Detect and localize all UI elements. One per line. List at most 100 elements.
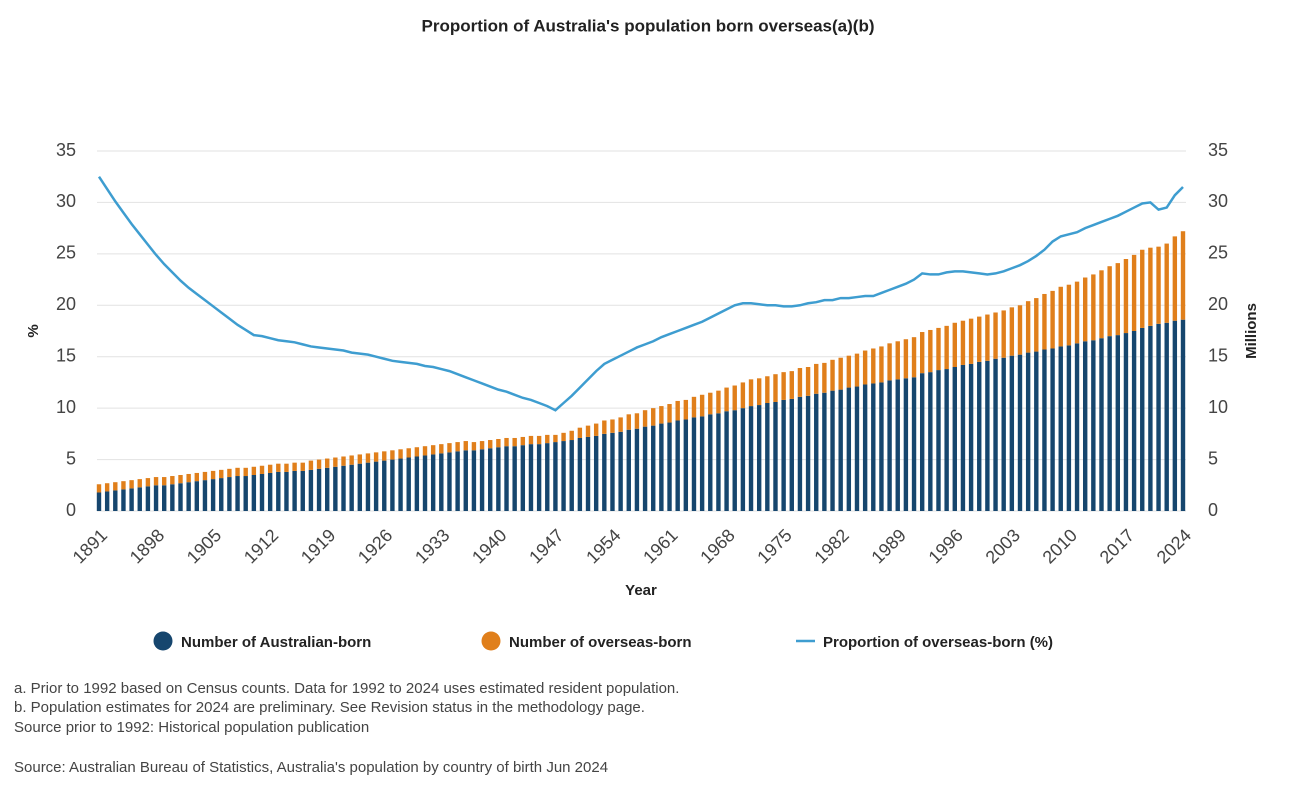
bar-segment <box>162 485 167 511</box>
x-tick-label: 1933 <box>411 525 453 567</box>
bar-segment <box>357 463 363 511</box>
bar-segment <box>406 457 411 511</box>
bar-segment <box>814 363 819 394</box>
bar-segment <box>732 410 737 511</box>
bar-segment <box>121 481 126 490</box>
bar-segment <box>1074 343 1080 511</box>
legend-swatch <box>481 631 501 651</box>
x-tick-label: 1954 <box>582 525 624 567</box>
y-axis-label: % <box>25 324 42 337</box>
bar-segment <box>919 373 925 511</box>
bar-segment <box>1164 243 1169 323</box>
bar-segment <box>1156 323 1161 511</box>
bar-segment <box>553 434 558 443</box>
bar-segment <box>642 410 648 427</box>
y2-axis-label: Millions <box>1243 303 1260 359</box>
bar-segment <box>1140 327 1145 511</box>
bar-segment <box>202 471 208 481</box>
bar-segment <box>398 449 403 459</box>
bar-segment <box>789 371 794 399</box>
bar-segment <box>349 455 354 465</box>
bar-segment <box>1082 341 1088 511</box>
bar-segment <box>1123 259 1129 334</box>
bar-segment <box>373 452 379 462</box>
bar-segment <box>985 314 990 361</box>
x-tick-label: 1975 <box>753 525 795 567</box>
bar-segment <box>789 398 794 511</box>
bar-segment <box>773 401 778 511</box>
bar-segment <box>1123 333 1129 511</box>
bar-segment <box>365 453 371 463</box>
bar-segment <box>553 442 558 511</box>
bar-segment <box>536 444 542 511</box>
bar-segment <box>259 465 265 474</box>
bar-segment <box>903 378 909 511</box>
bar-segment <box>373 461 379 511</box>
bar-segment <box>439 444 444 454</box>
bar-segment <box>463 450 468 511</box>
bar-segment <box>96 492 102 511</box>
bar-segment <box>667 404 672 423</box>
y-tick-label: 15 <box>56 345 76 365</box>
bar-segment <box>219 478 224 511</box>
bar-segment <box>561 441 566 511</box>
y-tick-label: 20 <box>56 294 76 314</box>
bar-segment <box>846 355 852 388</box>
bar-segment <box>227 468 232 478</box>
bar-segment <box>496 447 501 511</box>
bar-segment <box>1042 293 1047 350</box>
bar-segment <box>1115 263 1120 336</box>
bar-segment <box>944 325 949 370</box>
bar-segment <box>1034 351 1039 511</box>
x-tick-label: 1968 <box>696 525 738 567</box>
bar-segment <box>936 370 941 511</box>
bar-segment <box>602 433 607 511</box>
bar-segment <box>968 363 974 511</box>
bar-segment <box>911 377 917 511</box>
bar-segment <box>642 426 648 511</box>
bar-segment <box>202 480 208 511</box>
bar-segment <box>887 380 892 511</box>
bar-segment <box>993 312 998 359</box>
y2-tick-label: 10 <box>1208 397 1228 417</box>
bar-segment <box>1074 281 1080 344</box>
bar-segment <box>585 425 591 437</box>
bar-segment <box>520 436 526 446</box>
bar-segment <box>1148 247 1153 326</box>
bar-segment <box>390 450 395 460</box>
bar-segment <box>691 396 697 418</box>
bar-segment <box>846 387 852 511</box>
bar-segment <box>504 437 509 447</box>
bar-segment <box>259 473 265 511</box>
bar-segment <box>284 463 289 472</box>
bar-segment <box>365 462 371 511</box>
bar-segment <box>854 353 860 387</box>
bar-segment <box>504 446 509 511</box>
bar-segment <box>545 434 550 444</box>
bar-segment <box>194 481 200 511</box>
x-tick-label: 1989 <box>867 525 909 567</box>
bar-segment <box>528 444 534 511</box>
bar-segment <box>960 320 966 365</box>
footnote: Source prior to 1992: Historical populat… <box>14 719 369 736</box>
bar-segment <box>455 442 460 452</box>
bar-segment <box>422 446 428 456</box>
bar-segment <box>593 423 599 436</box>
bar-segment <box>903 339 909 379</box>
bar-segment <box>414 447 420 457</box>
bar-segment <box>683 419 689 511</box>
bar-segment <box>862 350 868 385</box>
x-tick-label: 1912 <box>240 525 282 567</box>
bar-segment <box>838 389 843 511</box>
bar-segment <box>316 468 322 511</box>
bar-segment <box>430 454 436 511</box>
y-tick-label: 10 <box>56 397 76 417</box>
bar-segment <box>871 348 876 384</box>
bar-segment <box>610 432 615 511</box>
bar-segment <box>936 327 941 371</box>
bar-segment <box>447 452 452 511</box>
bar-segment <box>667 422 672 511</box>
x-tick-label: 1940 <box>468 525 510 567</box>
bar-segment <box>1066 345 1072 511</box>
bar-segment <box>659 423 664 511</box>
